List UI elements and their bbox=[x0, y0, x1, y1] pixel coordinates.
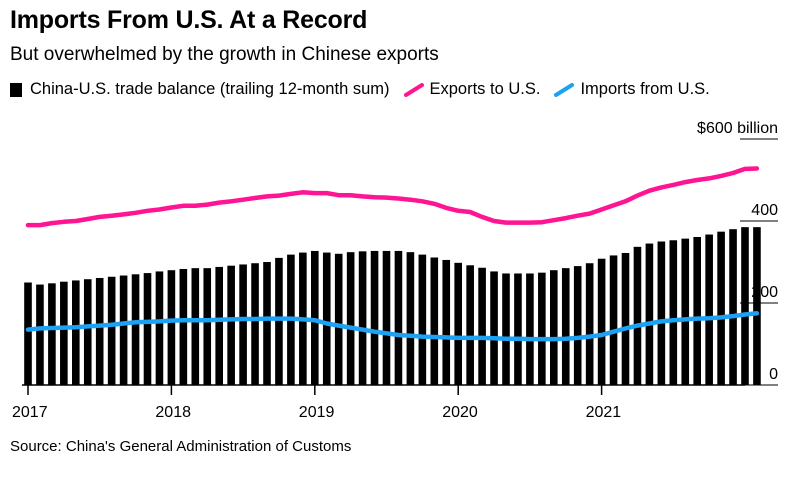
balance-bar bbox=[406, 252, 415, 385]
balance-bar bbox=[48, 283, 56, 385]
balance-bar bbox=[693, 236, 701, 385]
balance-bar bbox=[502, 273, 510, 385]
balance-bar bbox=[442, 259, 451, 385]
balance-bar bbox=[36, 284, 44, 385]
balance-bar bbox=[633, 246, 642, 385]
balance-bar bbox=[322, 252, 331, 385]
legend-label-exports: Exports to U.S. bbox=[429, 80, 541, 98]
balance-bar bbox=[334, 253, 343, 385]
balance-bar bbox=[346, 252, 355, 385]
x-tick-label: 2021 bbox=[586, 404, 622, 421]
balance-bar bbox=[490, 271, 498, 385]
balance-bar bbox=[645, 243, 654, 385]
balance-bar bbox=[275, 257, 283, 385]
balance-bar bbox=[155, 271, 164, 385]
balance-bar bbox=[621, 252, 630, 385]
y-axis: $600 billion 400 200 0 bbox=[697, 120, 778, 383]
balance-bar bbox=[717, 231, 725, 385]
balance-bar bbox=[131, 274, 140, 385]
chart-subtitle: But overwhelmed by the growth in Chinese… bbox=[10, 44, 439, 65]
balance-bar bbox=[418, 254, 427, 385]
balance-bar bbox=[538, 272, 546, 385]
balance-bar bbox=[203, 268, 212, 385]
legend: China-U.S. trade balance (trailing 12-mo… bbox=[10, 80, 724, 99]
balance-bar bbox=[263, 262, 271, 385]
balance-bar bbox=[753, 227, 761, 385]
balance-bar bbox=[478, 267, 486, 385]
balance-bar bbox=[669, 240, 678, 385]
y-tick-label: $600 billion bbox=[697, 120, 778, 137]
x-tick-label: 2019 bbox=[299, 404, 335, 421]
balance-bar bbox=[382, 250, 391, 385]
balance-bar bbox=[60, 281, 68, 385]
series-lines bbox=[25, 166, 760, 342]
balance-bar bbox=[729, 229, 737, 385]
balance-bar bbox=[454, 262, 462, 385]
balance-bar bbox=[597, 258, 606, 385]
balance-bar bbox=[143, 273, 152, 385]
legend-item-exports: Exports to U.S. bbox=[403, 80, 541, 99]
x-axis: 2017 2018 2019 2020 2021 bbox=[12, 384, 745, 421]
balance-bar bbox=[550, 270, 558, 385]
balance-bar bbox=[370, 250, 379, 385]
balance-bar bbox=[657, 241, 666, 385]
balance-bar bbox=[573, 266, 582, 385]
balance-bar bbox=[358, 251, 367, 385]
balance-bar bbox=[609, 255, 618, 385]
legend-item-balance: China-U.S. trade balance (trailing 12-mo… bbox=[10, 80, 390, 99]
balance-bar bbox=[179, 268, 188, 385]
balance-bar bbox=[466, 265, 474, 385]
balance-bar bbox=[526, 273, 534, 385]
chart-title: Imports From U.S. At a Record bbox=[10, 6, 368, 34]
balance-bar bbox=[251, 263, 259, 385]
exports-line bbox=[25, 166, 760, 228]
balance-bar bbox=[705, 234, 713, 385]
balance-bar bbox=[191, 268, 200, 385]
balance-bar bbox=[107, 276, 116, 385]
balance-bar bbox=[215, 266, 223, 385]
balance-bar bbox=[585, 263, 594, 385]
balance-bar bbox=[430, 257, 439, 385]
legend-label-imports: Imports from U.S. bbox=[580, 80, 710, 98]
legend-exports-swatch bbox=[403, 82, 424, 97]
x-tick-label: 2018 bbox=[155, 404, 191, 421]
balance-bar bbox=[561, 268, 570, 385]
balance-bar bbox=[514, 273, 522, 385]
y-tick-label: 200 bbox=[751, 284, 778, 301]
legend-imports-swatch bbox=[554, 82, 575, 97]
legend-bar-swatch bbox=[10, 82, 22, 97]
balance-bar bbox=[72, 280, 80, 385]
y-tick-label: 0 bbox=[769, 366, 778, 383]
y-tick-label: 400 bbox=[751, 202, 778, 219]
balance-bar bbox=[227, 265, 235, 385]
source-note: Source: China's General Administration o… bbox=[10, 438, 352, 455]
balance-bar bbox=[83, 279, 92, 385]
balance-bar bbox=[167, 270, 176, 385]
balance-bar bbox=[681, 238, 690, 385]
balance-bar bbox=[394, 250, 403, 385]
x-tick-label: 2020 bbox=[442, 404, 478, 421]
balance-bar bbox=[24, 282, 32, 385]
balance-bar bbox=[741, 227, 749, 385]
x-tick-label: 2017 bbox=[12, 404, 48, 421]
imports-line bbox=[25, 311, 760, 342]
legend-item-imports: Imports from U.S. bbox=[554, 80, 710, 99]
balance-bar bbox=[239, 264, 247, 385]
legend-label-balance: China-U.S. trade balance (trailing 12-mo… bbox=[30, 80, 390, 98]
balance-bar bbox=[119, 275, 128, 385]
balance-bars bbox=[24, 227, 761, 385]
balance-bar bbox=[95, 277, 104, 385]
